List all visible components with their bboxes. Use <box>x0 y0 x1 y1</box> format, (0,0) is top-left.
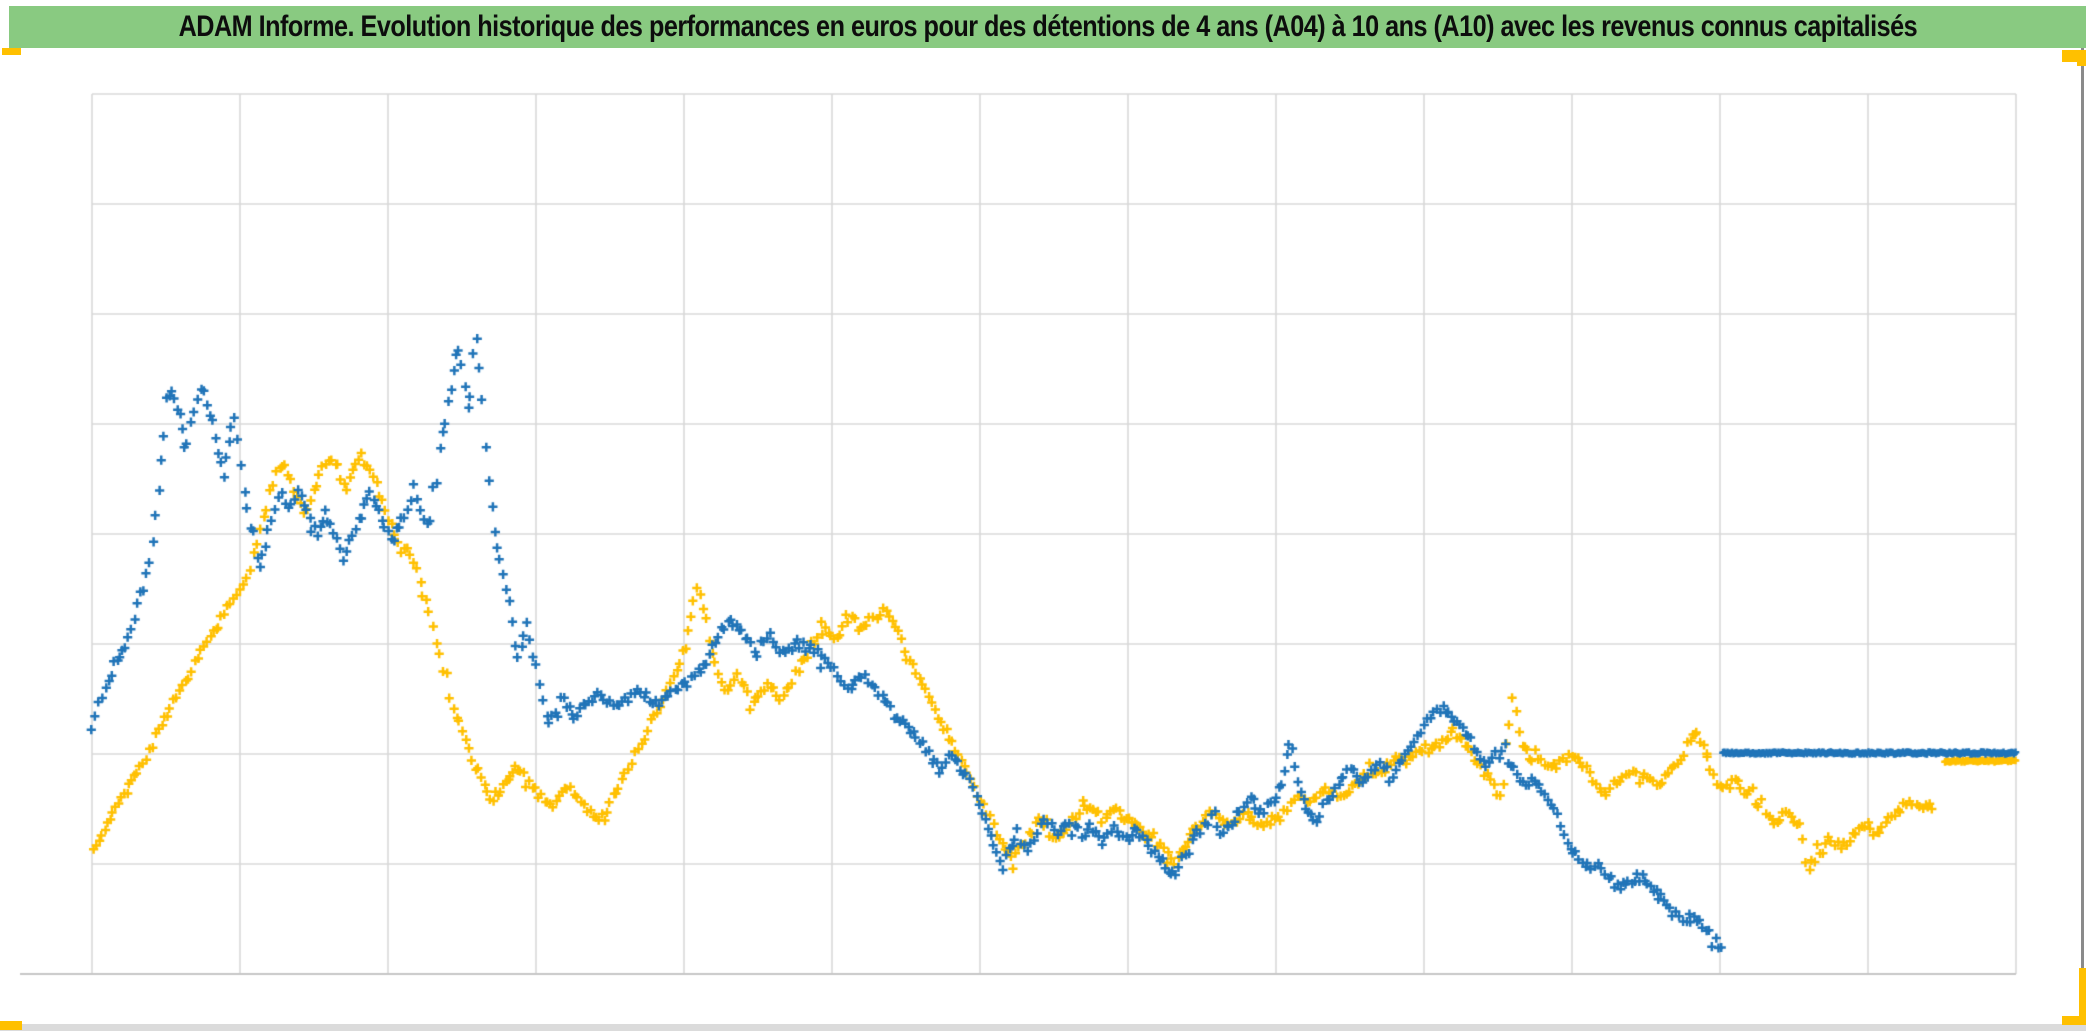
page-corner-mark-top-right-stub <box>2077 50 2086 66</box>
chart-title: ADAM Informe. Evolution historique des p… <box>178 10 1917 43</box>
page-corner-mark-bottom-right-stub <box>2079 968 2086 1025</box>
page-corner-mark-top-left <box>2 48 21 55</box>
page-corner-mark-bottom-right <box>2062 1016 2086 1025</box>
window-right-edge-line <box>2081 48 2084 1025</box>
chart-title-bar: ADAM Informe. Evolution historique des p… <box>9 6 2086 48</box>
bottom-scrollbar-strip[interactable] <box>0 1024 2086 1031</box>
page-corner-mark-bottom-left <box>0 1021 22 1030</box>
